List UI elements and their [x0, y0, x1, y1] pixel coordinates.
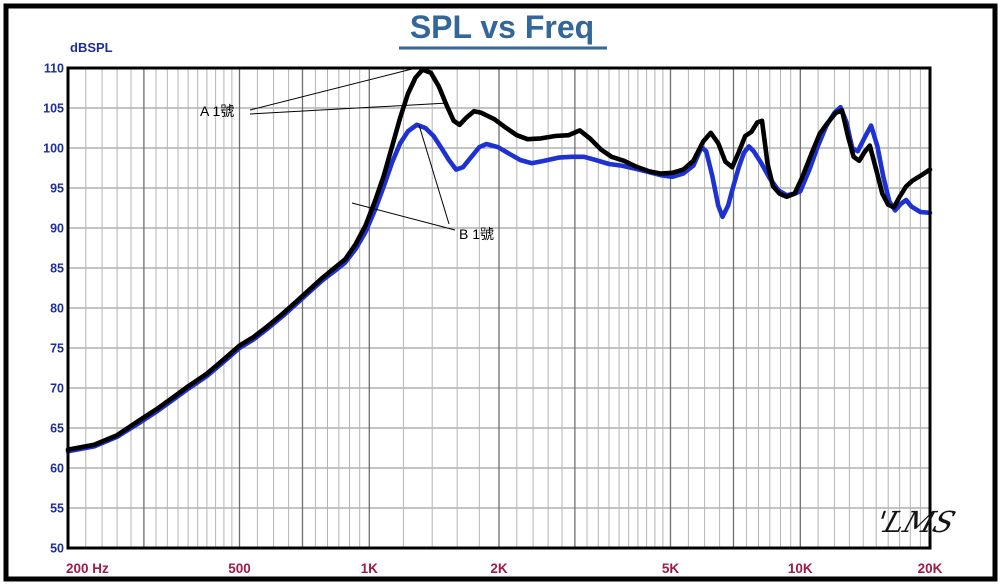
- y-tick-label: 110: [44, 62, 64, 76]
- y-axis-unit-label: dBSPL: [70, 40, 113, 55]
- y-tick-label: 70: [50, 382, 64, 396]
- y-tick-label: 65: [50, 422, 64, 436]
- y-tick-label: 75: [50, 342, 64, 356]
- x-tick-label: 20K: [918, 561, 943, 576]
- callout-line-b-peak: [418, 124, 450, 225]
- callout-line-a-flank: [249, 102, 449, 115]
- x-tick-label: 1K: [361, 561, 379, 576]
- outer-border: [3, 3, 998, 582]
- x-tick-label: 2K: [490, 561, 508, 576]
- x-axis-tick-labels: 200 Hz 500 1K 2K 5K 10K 20K: [66, 561, 943, 576]
- callout-line-b-slope: [351, 202, 456, 231]
- y-tick-label: 55: [50, 502, 64, 516]
- lms-logo-signature: 'LMS: [871, 506, 959, 540]
- annotation-series-a: A 1號: [200, 103, 234, 119]
- y-tick-label: 95: [50, 182, 64, 196]
- x-tick-label: 5K: [662, 561, 680, 576]
- x-tick-label: 500: [228, 561, 251, 576]
- y-tick-label: 80: [50, 302, 64, 316]
- y-tick-label: 60: [50, 462, 64, 476]
- callout-line-a-peak: [249, 68, 413, 111]
- y-axis-tick-labels: 110 105 100 95 90 85 80 75 70 65 60 55 50: [43, 62, 64, 556]
- y-tick-label: 50: [50, 542, 64, 556]
- plot-frame: [66, 66, 932, 550]
- y-tick-label: 90: [50, 222, 64, 236]
- chart-title: SPL vs Freq: [410, 9, 594, 45]
- y-tick-label: 100: [43, 142, 64, 156]
- spl-curve-series-a: [65, 67, 933, 452]
- annotation-series-b: B 1號: [459, 226, 494, 242]
- y-tick-label: 85: [50, 262, 64, 276]
- x-tick-label: 10K: [788, 561, 813, 576]
- x-tick-label: 200 Hz: [66, 561, 109, 576]
- y-tick-label: 105: [43, 102, 64, 116]
- curves: [65, 67, 933, 454]
- annotation-callouts: A 1號 B 1號: [200, 68, 494, 242]
- gridlines: [68, 68, 930, 548]
